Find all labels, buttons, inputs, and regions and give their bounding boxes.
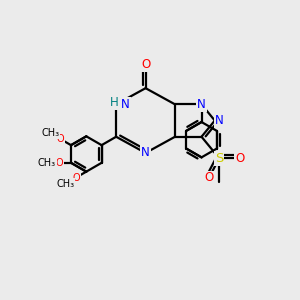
Text: N: N	[197, 98, 206, 111]
Text: H: H	[110, 96, 119, 110]
Text: S: S	[215, 152, 224, 165]
Text: CH₃: CH₃	[41, 128, 59, 138]
Text: O: O	[72, 172, 80, 182]
Text: CH₃: CH₃	[56, 179, 74, 189]
Text: N: N	[141, 146, 150, 159]
Text: N: N	[215, 114, 224, 127]
Text: O: O	[57, 134, 64, 144]
Text: O: O	[56, 158, 63, 168]
Text: O: O	[141, 58, 150, 71]
Text: O: O	[235, 152, 244, 165]
Text: N: N	[121, 98, 130, 111]
Text: CH₃: CH₃	[38, 158, 56, 168]
Text: O: O	[204, 172, 214, 184]
